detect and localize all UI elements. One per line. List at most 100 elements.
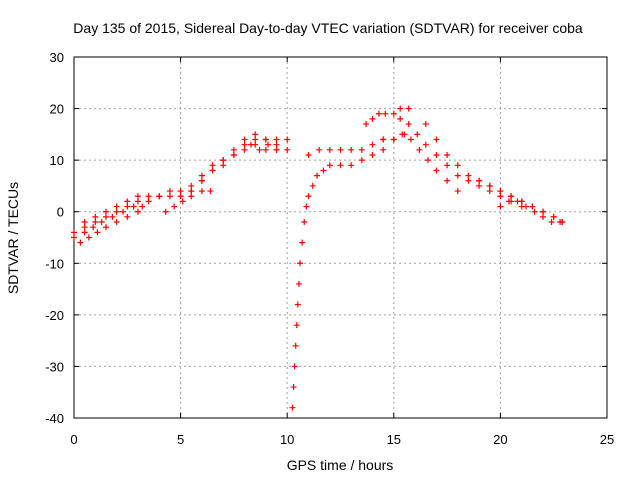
data-point (369, 141, 376, 148)
data-point (397, 105, 404, 112)
data-point (508, 193, 515, 200)
series-9 (305, 131, 408, 158)
data-point (292, 342, 299, 349)
data-point (273, 141, 280, 148)
y-tick-label: 30 (50, 50, 64, 65)
data-point (85, 234, 92, 241)
data-point (113, 219, 120, 226)
data-point (522, 203, 529, 210)
x-tick-label: 5 (177, 432, 184, 447)
data-point (230, 151, 237, 158)
data-point (166, 193, 173, 200)
data-point (375, 110, 382, 117)
data-point (102, 208, 109, 215)
data-point (289, 404, 296, 411)
data-point (198, 188, 205, 195)
data-point (295, 280, 302, 287)
data-point (273, 146, 280, 153)
data-point (188, 188, 195, 195)
data-point (416, 146, 423, 153)
data-point (198, 172, 205, 179)
data-point (171, 203, 178, 210)
x-tick-label: 15 (387, 432, 401, 447)
data-point (540, 208, 547, 215)
data-point (265, 141, 272, 148)
data-point (531, 208, 538, 215)
data-point (241, 136, 248, 143)
data-point (81, 224, 88, 231)
data-point (465, 172, 472, 179)
data-point (444, 151, 451, 158)
data-point (71, 234, 77, 241)
data-point (382, 110, 389, 117)
data-point (145, 193, 152, 200)
data-point (405, 121, 412, 128)
data-point (220, 157, 227, 164)
data-point (90, 224, 97, 231)
data-point (399, 131, 406, 138)
series-13 (422, 121, 566, 226)
series-14 (476, 177, 566, 226)
data-point (444, 162, 451, 169)
data-point (156, 193, 163, 200)
data-point (284, 146, 291, 153)
data-point (290, 384, 297, 391)
series-2 (71, 136, 291, 241)
data-point (77, 239, 84, 246)
data-point (505, 198, 512, 205)
data-point (414, 131, 421, 138)
data-point (209, 167, 216, 174)
data-point (166, 188, 173, 195)
data-point (120, 208, 127, 215)
data-point (81, 219, 88, 226)
data-point (262, 146, 269, 153)
data-point (486, 182, 493, 189)
data-point (252, 136, 259, 143)
data-point (380, 136, 387, 143)
y-axis-label: SDTVAR / TECUs (5, 182, 21, 294)
data-point (358, 157, 365, 164)
data-point (130, 203, 137, 210)
data-point (390, 136, 397, 143)
data-point (252, 131, 259, 138)
data-point (81, 229, 88, 236)
data-point (433, 167, 440, 174)
data-point (301, 219, 308, 226)
data-point (162, 208, 169, 215)
data-point (486, 188, 493, 195)
data-point (348, 162, 355, 169)
series-10 (363, 105, 412, 128)
data-point (390, 110, 397, 117)
data-point (514, 198, 521, 205)
data-point (102, 213, 109, 220)
x-tick-label: 0 (70, 432, 77, 447)
data-point (305, 193, 312, 200)
data-point (454, 172, 461, 179)
data-point (348, 146, 355, 153)
data-point (363, 121, 370, 128)
data-point (422, 121, 429, 128)
data-point (134, 193, 141, 200)
data-point (369, 115, 376, 122)
data-point (230, 146, 237, 153)
plot-frame (73, 56, 608, 419)
data-point (198, 177, 205, 184)
y-tick-label: -10 (45, 256, 64, 271)
data-point (102, 224, 109, 231)
data-point (358, 146, 365, 153)
data-point (454, 188, 461, 195)
series-3 (77, 208, 141, 246)
axis-ticks: 0 5 10 15 20 25 -40 -30 -20 -10 0 10 20 30 (45, 50, 614, 447)
x-tick-label: 20 (493, 432, 507, 447)
y-tick-label: 20 (50, 102, 64, 117)
data-point (220, 162, 227, 169)
y-tick-label: -20 (45, 308, 64, 323)
data-point (548, 219, 555, 226)
y-tick-label: -40 (45, 411, 64, 426)
series-12 (397, 115, 525, 210)
data-point (71, 229, 77, 236)
data-point (177, 193, 184, 200)
data-point (209, 162, 216, 169)
data-point (92, 213, 99, 220)
data-point (293, 322, 300, 329)
